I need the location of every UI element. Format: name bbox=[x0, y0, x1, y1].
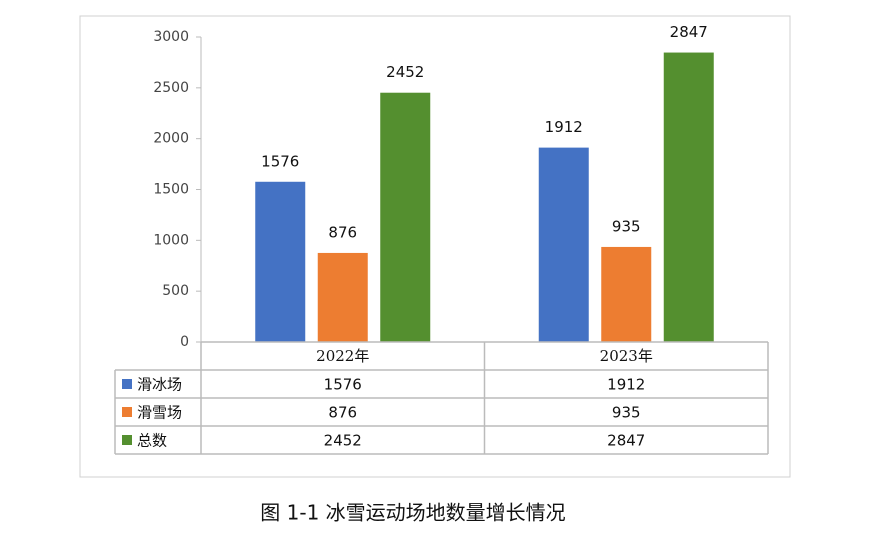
chart-frame bbox=[79, 15, 791, 478]
bar bbox=[317, 252, 368, 342]
table-cell: 1912 bbox=[607, 376, 645, 394]
x-tick-label: 2022年 bbox=[316, 347, 369, 365]
table-cell: 876 bbox=[328, 404, 357, 422]
y-tick-label: 2000 bbox=[153, 131, 189, 147]
bar bbox=[380, 92, 431, 342]
y-tick-label: 1000 bbox=[153, 232, 189, 248]
y-tick-label: 2500 bbox=[153, 80, 189, 96]
y-tick-label: 500 bbox=[162, 283, 189, 299]
y-tick-label: 3000 bbox=[153, 29, 189, 45]
legend-label: 总数 bbox=[137, 432, 167, 450]
bar bbox=[538, 147, 589, 342]
data-label: 1912 bbox=[545, 118, 583, 136]
data-label: 2847 bbox=[670, 23, 708, 41]
table-cell: 1576 bbox=[324, 376, 362, 394]
y-tick-label: 1500 bbox=[153, 182, 189, 198]
bar bbox=[663, 52, 714, 343]
bar bbox=[255, 181, 306, 342]
data-label: 1576 bbox=[261, 152, 299, 170]
table-cell: 935 bbox=[612, 404, 641, 422]
data-label: 2452 bbox=[386, 63, 424, 81]
data-label: 876 bbox=[328, 223, 357, 241]
caption: 图 1-1 冰雪运动场地数量增长情况 bbox=[260, 501, 565, 525]
x-tick-label: 2023年 bbox=[600, 347, 653, 365]
y-tick-label: 0 bbox=[180, 334, 189, 350]
table-cell: 2452 bbox=[324, 432, 362, 450]
legend-label: 滑雪场 bbox=[137, 404, 182, 422]
legend-swatch bbox=[122, 435, 132, 445]
legend-label: 滑冰场 bbox=[137, 376, 182, 394]
legend-swatch bbox=[122, 379, 132, 389]
table-cell: 2847 bbox=[607, 432, 645, 450]
bar bbox=[601, 246, 652, 342]
legend-swatch bbox=[122, 407, 132, 417]
data-label: 935 bbox=[612, 217, 641, 235]
